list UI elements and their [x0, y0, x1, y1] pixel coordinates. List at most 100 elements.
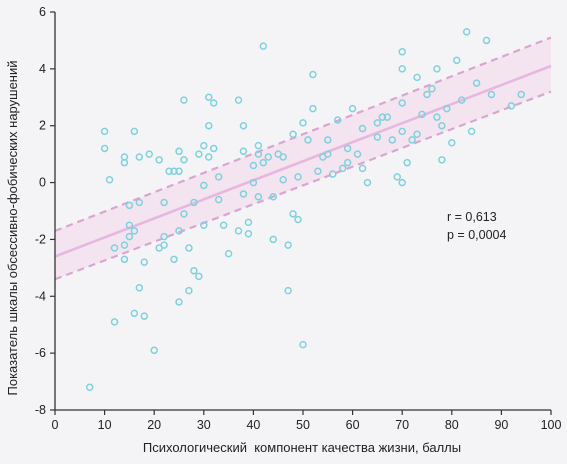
data-point [200, 181, 208, 190]
data-point [185, 286, 193, 295]
data-point [358, 164, 367, 173]
data-point [160, 198, 168, 207]
data-point [507, 102, 516, 110]
data-point [145, 150, 153, 158]
data-point [160, 241, 168, 249]
data-point [219, 221, 228, 229]
data-point [259, 158, 268, 167]
x-tick-label: 20 [147, 418, 161, 432]
data-point [294, 173, 302, 181]
data-point [175, 298, 183, 306]
data-point [100, 127, 109, 136]
regression-layer [54, 64, 552, 258]
data-point [324, 150, 332, 158]
data-point [457, 96, 466, 104]
confidence-band-fill [55, 37, 551, 280]
x-tick-label: 70 [395, 418, 409, 432]
data-point [234, 227, 243, 235]
data-point [190, 266, 198, 275]
data-point [443, 104, 451, 113]
data-point [438, 156, 446, 164]
data-point [314, 167, 322, 175]
data-point [333, 116, 342, 124]
data-point [110, 318, 119, 326]
y-tick-label: -6 [35, 346, 46, 360]
x-tick-label: 80 [445, 418, 459, 432]
x-tick-label: 100 [541, 418, 562, 432]
data-point [324, 136, 332, 144]
x-tick-label: 0 [52, 418, 59, 432]
data-point [304, 136, 312, 144]
y-tick-label: -4 [35, 289, 46, 303]
data-point [150, 346, 158, 355]
data-point [205, 153, 213, 161]
data-point [413, 73, 421, 82]
data-point [259, 42, 268, 50]
x-tick-label: 60 [346, 418, 360, 432]
data-point [125, 201, 134, 210]
data-point [353, 150, 362, 158]
data-point [398, 99, 406, 107]
data-point [239, 190, 248, 198]
data-point [363, 178, 372, 187]
data-point [200, 141, 208, 150]
data-point [269, 193, 277, 201]
data-point [224, 249, 233, 258]
data-point [299, 119, 307, 127]
data-point [373, 133, 382, 141]
data-point [294, 215, 302, 224]
data-point [214, 195, 223, 204]
data-point [289, 130, 297, 138]
data-point [239, 147, 248, 156]
data-point [140, 312, 149, 320]
data-point [398, 127, 406, 136]
y-axis-label: Показатель шкалы обсессивно-фобических н… [5, 60, 20, 395]
ticks-layer: 0 10 20 30 40 50 60 70 80 90 100 -8 -6 -4 -2 0 2 4 6 [35, 5, 562, 432]
data-point [269, 235, 277, 244]
y-tick-label: -2 [35, 232, 46, 246]
data-point [467, 127, 476, 136]
y-tick-label: 2 [39, 119, 46, 133]
data-point [175, 147, 183, 156]
data-point [195, 150, 203, 158]
data-point [209, 99, 218, 107]
x-tick-label: 10 [98, 418, 112, 432]
y-tick-label: 4 [39, 62, 46, 76]
data-point [338, 164, 347, 173]
data-point [453, 56, 461, 65]
data-point [200, 221, 208, 229]
data-point [472, 79, 481, 87]
data-point [85, 383, 94, 392]
data-point [378, 113, 387, 121]
x-axis-label: Психологический компонент качества жизни… [143, 440, 461, 455]
data-point [343, 144, 352, 153]
data-point [239, 121, 248, 130]
data-point [155, 156, 163, 164]
data-point [160, 232, 168, 241]
y-tick-label: 0 [39, 176, 46, 190]
data-point [279, 175, 287, 184]
data-point [205, 121, 213, 130]
data-point [190, 198, 198, 207]
data-point [120, 153, 129, 161]
data-point [234, 96, 243, 104]
y-tick-label: 6 [39, 5, 46, 19]
data-point [165, 167, 173, 175]
data-point [175, 227, 183, 235]
data-point [135, 198, 144, 207]
data-point [482, 36, 491, 45]
data-point [180, 210, 188, 218]
data-point [135, 284, 144, 292]
data-point [130, 127, 139, 136]
x-tick-label: 90 [494, 418, 508, 432]
data-point [358, 124, 367, 133]
data-point [398, 65, 406, 73]
data-point [195, 272, 203, 281]
data-point [125, 232, 134, 241]
data-point [329, 170, 337, 178]
data-point [284, 286, 292, 295]
data-point [120, 241, 129, 249]
data-point [244, 218, 253, 227]
